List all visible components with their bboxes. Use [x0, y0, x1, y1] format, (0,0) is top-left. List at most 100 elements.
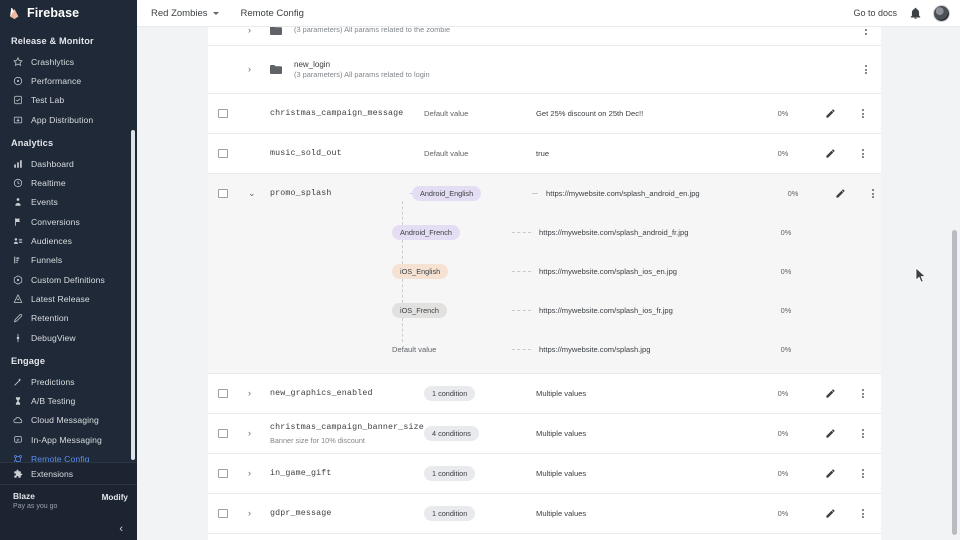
collapse-sidebar-button[interactable]: ‹	[0, 518, 137, 540]
expand-parameter-button[interactable]: ›	[248, 429, 270, 438]
condition-cell[interactable]: 1 condition	[424, 506, 536, 521]
top-bar: Firebase Red Zombies Remote Config Go to…	[0, 0, 960, 27]
sidebar-item-a-b-testing[interactable]: A/B Testing	[0, 391, 137, 410]
variant-condition-cell[interactable]: iOS_French	[392, 303, 504, 318]
sidebar-item-dashboard[interactable]: Dashboard	[0, 154, 137, 173]
sidebar-item-debugview[interactable]: DebugView	[0, 328, 137, 347]
expand-parameter-button[interactable]: ›	[248, 509, 270, 518]
rollout-percent: 0%	[777, 509, 789, 518]
condition-cell[interactable]: 1 condition	[424, 386, 536, 401]
sidebar-item-label: Remote Config	[31, 453, 90, 464]
parameter-row[interactable]: music_sold_out Default value true 0%	[208, 134, 881, 174]
collapse-parameter-button[interactable]: ⌄	[248, 189, 270, 198]
row-more-button[interactable]	[848, 388, 878, 399]
row-checkbox[interactable]	[218, 188, 228, 199]
go-to-docs-link[interactable]: Go to docs	[853, 8, 897, 18]
dashed-connector	[512, 349, 531, 350]
row-checkbox[interactable]	[218, 428, 228, 439]
sidebar-item-cloud-messaging[interactable]: Cloud Messaging	[0, 411, 137, 430]
row-more-button[interactable]	[848, 108, 878, 119]
brand-name: Firebase	[27, 6, 80, 20]
parameter-row-expanded[interactable]: ⌄ promo_splash Android_English https://mywe…	[208, 174, 881, 374]
sidebar-item-label: Realtime	[31, 178, 66, 189]
parameter-row[interactable]: › in_game_gift 1 condition Multiple values 0…	[208, 454, 881, 494]
kebab-menu-icon	[862, 428, 864, 439]
plan-info: Blaze Pay as you go	[13, 491, 102, 512]
folder-row[interactable]: › (3 parameters) All params related to th…	[208, 27, 881, 46]
row-more-button[interactable]	[848, 428, 878, 439]
row-edit-button[interactable]	[822, 188, 858, 199]
sidebar-item-test-lab[interactable]: Test Lab	[0, 91, 137, 110]
row-more-button[interactable]	[848, 468, 878, 479]
sidebar-item-remote-config[interactable]: Remote Config	[0, 449, 137, 468]
modify-plan-button[interactable]: Modify	[101, 493, 128, 502]
sidebar-item-app-distribution[interactable]: App Distribution	[0, 110, 137, 129]
parameter-row[interactable]: christmas_campaign_message Default value G…	[208, 94, 881, 134]
project-selector[interactable]: Red Zombies	[151, 8, 219, 19]
row-checkbox[interactable]	[218, 508, 228, 519]
row-more-button[interactable]	[851, 27, 881, 35]
sidebar-item-crashlytics[interactable]: Crashlytics	[0, 52, 137, 71]
row-checkbox-cell[interactable]	[218, 188, 248, 199]
sidebar-item-label: Funnels	[31, 255, 63, 266]
row-checkbox[interactable]	[218, 388, 228, 399]
condition-cell[interactable]: 1 condition	[424, 466, 536, 481]
row-checkbox-cell[interactable]	[218, 428, 248, 439]
notification-bell-icon[interactable]	[909, 7, 922, 20]
condition-chip: 1 condition	[424, 466, 476, 481]
sidebar-item-custom-definitions[interactable]: Custom Definitions	[0, 270, 137, 289]
sidebar-item-label: Extensions	[31, 468, 74, 479]
sidebar-item-in-app-messaging[interactable]: In-App Messaging	[0, 430, 137, 449]
row-more-button[interactable]	[858, 188, 888, 199]
expand-parameter-button[interactable]: ›	[248, 389, 270, 398]
sidebar-item-performance[interactable]: Performance	[0, 71, 137, 90]
vertical-scrollbar[interactable]	[952, 230, 957, 535]
parameter-row[interactable]: › new_graphics_enabled 1 condition Multiple…	[208, 374, 881, 414]
expand-parameter-button[interactable]: ›	[248, 469, 270, 478]
row-checkbox-cell[interactable]	[218, 148, 248, 159]
sidebar-item-events[interactable]: Events	[0, 193, 137, 212]
sidebar-item-funnels[interactable]: Funnels	[0, 251, 137, 270]
row-more-button[interactable]	[848, 148, 878, 159]
row-checkbox-cell[interactable]	[218, 468, 248, 479]
variant-condition-cell[interactable]: Default value	[392, 342, 504, 357]
expand-folder-button[interactable]: ›	[248, 27, 270, 35]
sidebar-item-audiences[interactable]: Audiences	[0, 231, 137, 250]
row-more-button[interactable]	[851, 64, 881, 75]
row-edit-button[interactable]	[812, 468, 848, 479]
sidebar-item-latest-release[interactable]: Latest Release	[0, 289, 137, 308]
sidebar-scrollbar[interactable]	[131, 130, 135, 460]
row-checkbox[interactable]	[218, 108, 228, 119]
row-edit-button[interactable]	[812, 388, 848, 399]
sidebar-section-title: Release & Monitor	[11, 36, 94, 46]
parameter-row[interactable]: › christmas_campaign_banner_size Banner si…	[208, 414, 881, 454]
sidebar-item-extensions[interactable]: Extensions	[0, 462, 137, 484]
row-checkbox-cell[interactable]	[218, 508, 248, 519]
row-edit-button[interactable]	[812, 108, 848, 119]
parameter-value: Multiple values	[536, 389, 587, 398]
row-checkbox-cell[interactable]	[218, 108, 248, 119]
rollout-percent: 0%	[777, 389, 789, 398]
sidebar-item-conversions[interactable]: Conversions	[0, 212, 137, 231]
folder-row[interactable]: › new_login (3 parameters) All params rela…	[208, 46, 881, 94]
variant-condition-cell[interactable]: Android_French	[392, 225, 504, 240]
sidebar-item-realtime[interactable]: Realtime	[0, 173, 137, 192]
sidebar-item-retention[interactable]: Retention	[0, 309, 137, 328]
row-checkbox[interactable]	[218, 148, 228, 159]
condition-cell[interactable]: 4 conditions	[424, 426, 536, 441]
row-more-button[interactable]	[848, 508, 878, 519]
brand-area[interactable]: Firebase	[0, 0, 137, 27]
avatar[interactable]	[933, 4, 950, 22]
row-edit-button[interactable]	[812, 428, 848, 439]
row-checkbox[interactable]	[218, 468, 228, 479]
row-edit-button[interactable]	[812, 508, 848, 519]
parameter-row[interactable]	[208, 534, 881, 540]
parameter-row[interactable]: › gdpr_message 1 condition Multiple values 0…	[208, 494, 881, 534]
condition-cell[interactable]: Android_English	[412, 186, 524, 201]
row-edit-button[interactable]	[812, 148, 848, 159]
row-checkbox-cell[interactable]	[218, 388, 248, 399]
sidebar-item-predictions[interactable]: Predictions	[0, 372, 137, 391]
expand-folder-button[interactable]: ›	[248, 65, 270, 74]
chevron-right-icon: ›	[248, 468, 251, 478]
variant-condition-cell[interactable]: iOS_English	[392, 264, 504, 279]
